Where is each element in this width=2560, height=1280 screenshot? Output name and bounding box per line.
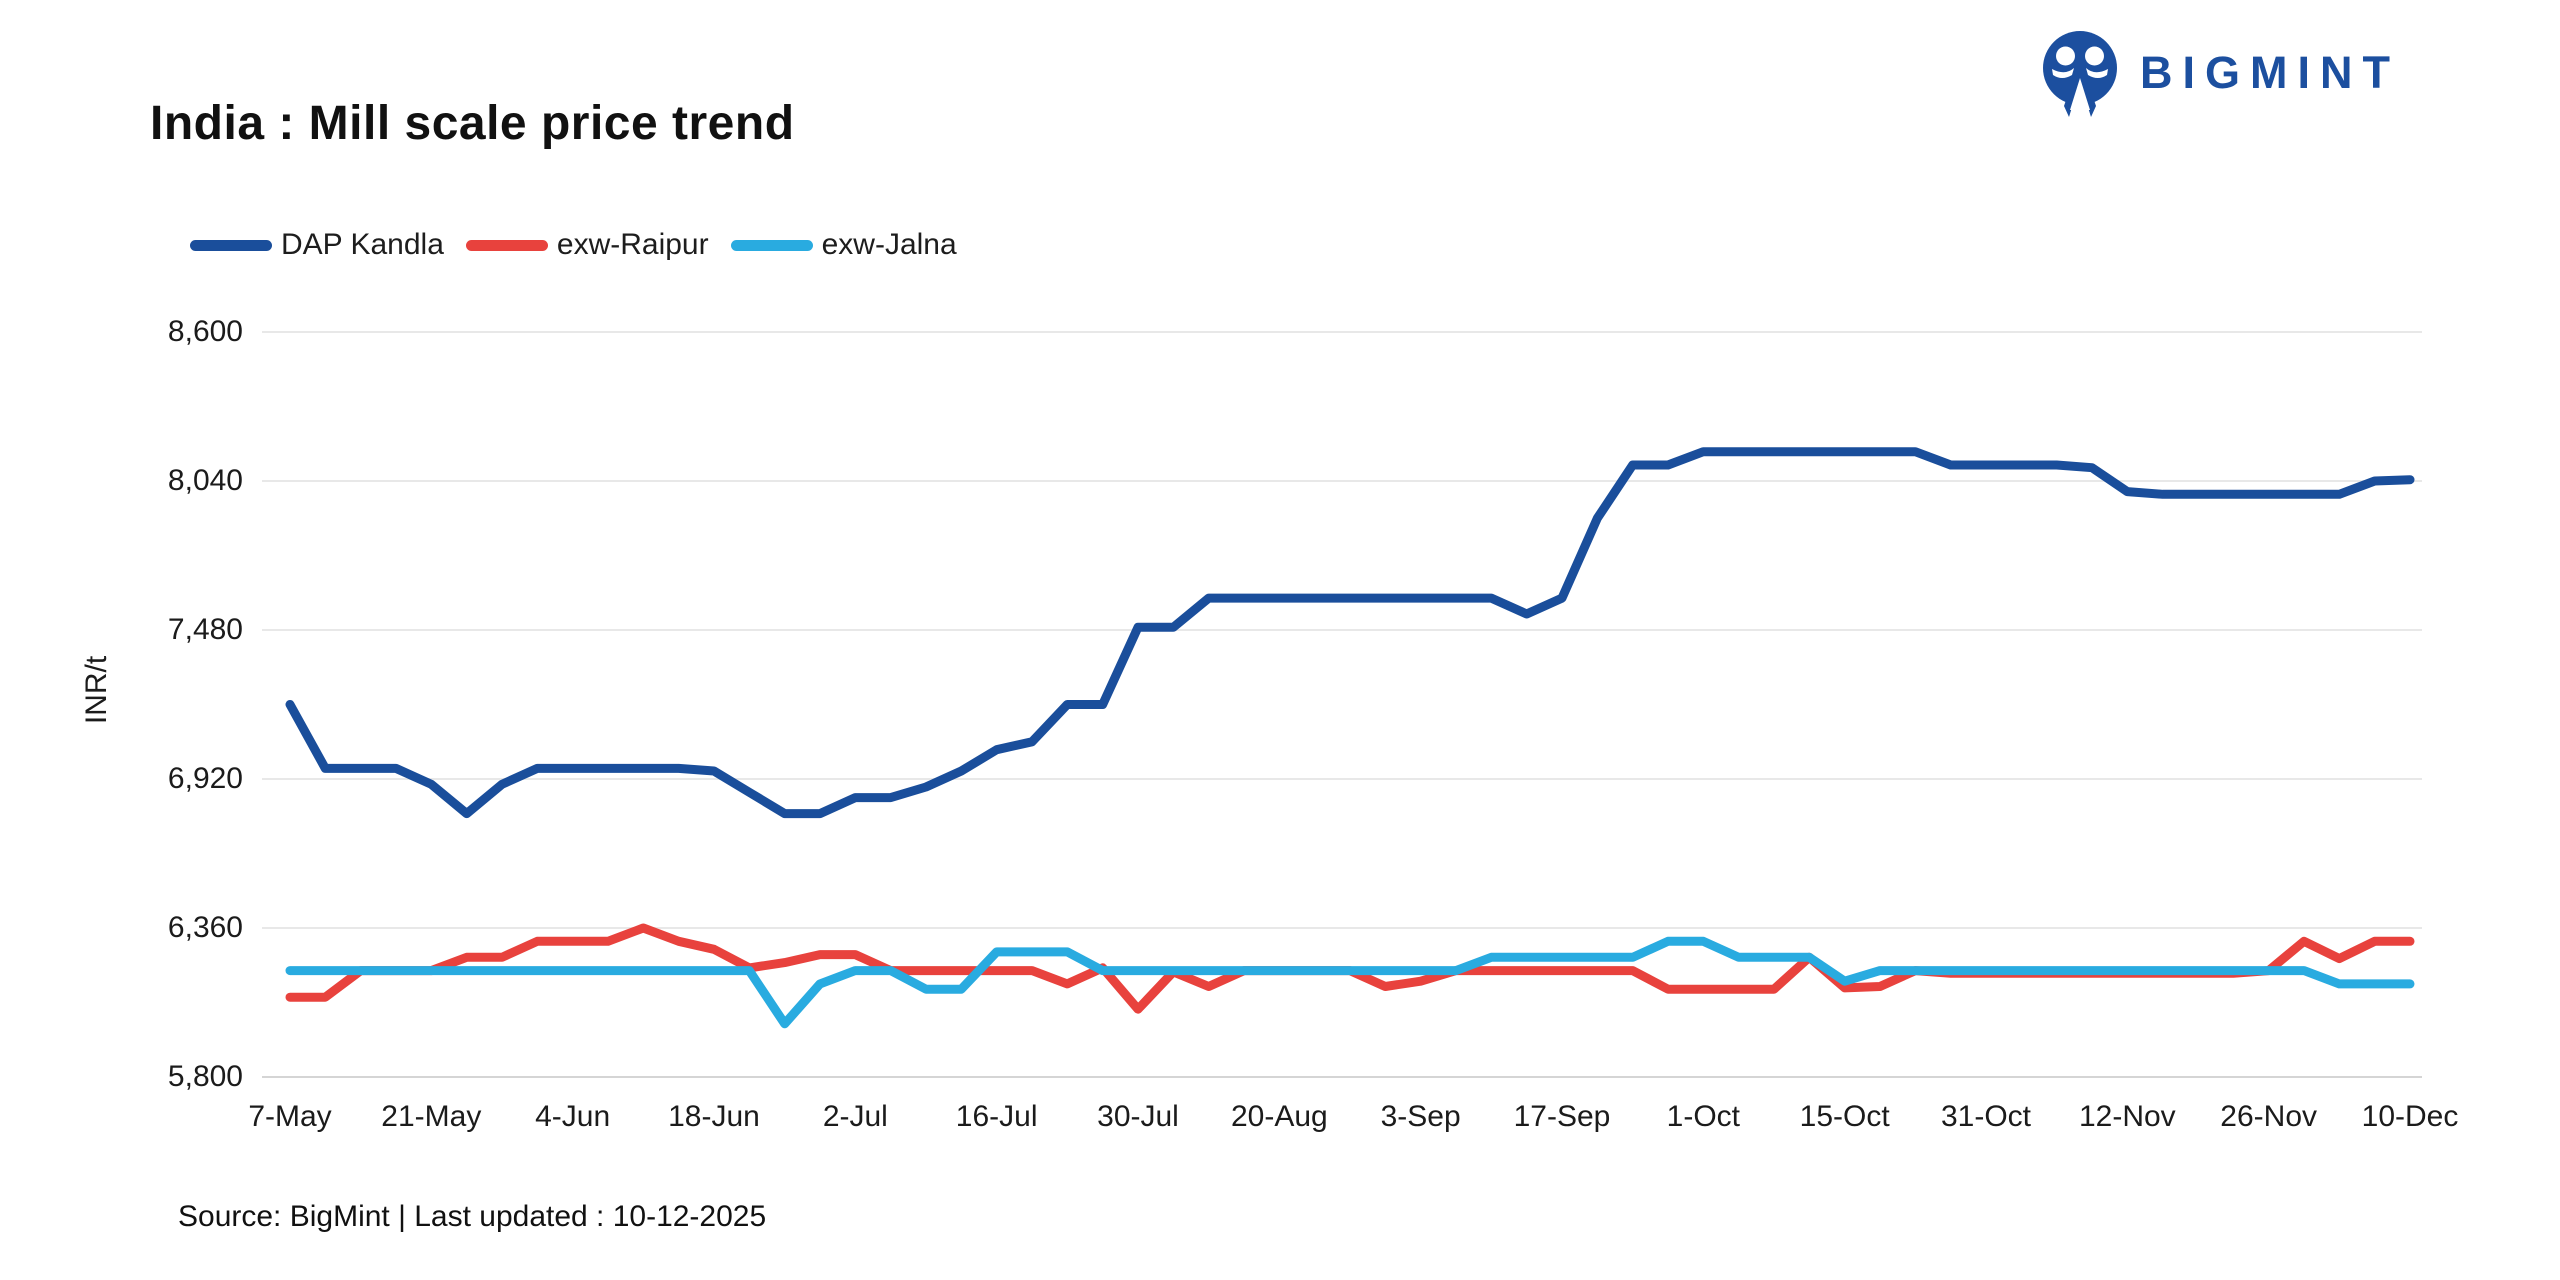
x-tick-label: 18-Jun <box>668 1100 760 1133</box>
source-note: Source: BigMint | Last updated : 10-12-2… <box>178 1200 767 1233</box>
series-line-dap-kandla <box>285 447 2415 819</box>
x-tick-label: 2-Jul <box>822 1100 888 1133</box>
x-tick-label: 1-Oct <box>1666 1100 1740 1133</box>
x-tick-label: 12-Nov <box>2078 1100 2176 1133</box>
legend-label: exw-Raipur <box>556 228 709 261</box>
legend-swatch <box>730 239 813 251</box>
legend-item-exw-jalna: exw-Jalna <box>730 228 957 262</box>
x-tick-label: 21-May <box>381 1100 482 1133</box>
x-tick-label: 26-Nov <box>2220 1100 2318 1133</box>
legend: DAP Kandla exw-Raipur exw-Jalna <box>190 228 979 262</box>
legend-item-exw-raipur: exw-Raipur <box>465 228 709 262</box>
y-tick-label: 5,800 <box>167 1060 243 1093</box>
x-tick-label: 30-Jul <box>1097 1100 1179 1133</box>
y-tick-label: 6,360 <box>167 911 243 944</box>
y-tick-label: 8,040 <box>167 464 243 497</box>
series-line-exw-jalna <box>285 936 2415 1029</box>
bigmint-logo-text: BIGMINT <box>2140 47 2400 98</box>
y-tick-label: 8,600 <box>167 315 243 348</box>
legend-item-dap-kandla: DAP Kandla <box>190 228 444 262</box>
legend-swatch <box>190 239 272 251</box>
bigmint-logo: BIGMINT <box>2042 28 2400 118</box>
x-tick-label: 10-Dec <box>2361 1100 2459 1133</box>
legend-swatch <box>465 239 548 251</box>
x-tick-label: 3-Sep <box>1380 1100 1461 1133</box>
chart-title: India : Mill scale price trend <box>150 97 795 150</box>
y-tick-label: 7,480 <box>167 613 243 646</box>
x-tick-label: 7-May <box>248 1100 332 1133</box>
x-tick-label: 20-Aug <box>1230 1100 1328 1133</box>
x-tick-label: 31-Oct <box>1940 1100 2032 1133</box>
legend-label: exw-Jalna <box>821 228 957 261</box>
x-tick-label: 16-Jul <box>955 1100 1038 1133</box>
x-tick-label: 4-Jun <box>535 1100 611 1133</box>
y-tick-label: 6,920 <box>167 762 243 795</box>
x-tick-label: 15-Oct <box>1799 1100 1890 1133</box>
legend-label: DAP Kandla <box>281 228 444 261</box>
bigmint-logo-icon <box>2043 31 2117 117</box>
x-tick-label: 17-Sep <box>1513 1100 1611 1133</box>
